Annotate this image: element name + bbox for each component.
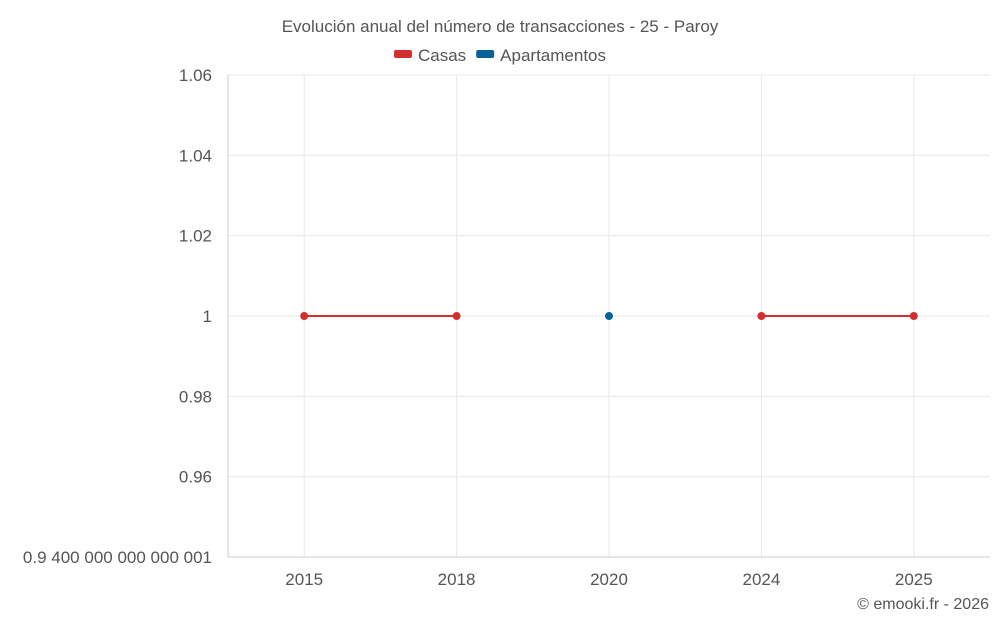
- x-tick-label: 2018: [438, 570, 476, 589]
- legend-swatch: [476, 50, 495, 58]
- x-tick-label: 2025: [895, 570, 933, 589]
- x-tick-label: 2020: [590, 570, 628, 589]
- y-tick-label: 0.9 400 000 000 000 001: [23, 548, 212, 567]
- data-point[interactable]: [757, 312, 766, 320]
- y-tick-label: 0.96: [179, 468, 212, 487]
- legend: Casas Apartamentos: [393, 46, 606, 65]
- data-point[interactable]: [300, 312, 309, 320]
- legend-swatch: [393, 50, 412, 58]
- credit-text: © emooki.fr - 2026: [857, 596, 989, 613]
- y-tick-label: 1.04: [179, 146, 212, 165]
- x-tick-label: 2015: [285, 570, 323, 589]
- legend-item[interactable]: Casas: [393, 46, 466, 65]
- series-1: [605, 312, 613, 320]
- series: [300, 312, 918, 320]
- y-tick-label: 1.06: [179, 66, 212, 85]
- legend-label: Casas: [418, 46, 466, 65]
- legend-item[interactable]: Apartamentos: [476, 46, 606, 65]
- y-tick-label: 1.02: [179, 227, 212, 246]
- data-point[interactable]: [909, 312, 918, 320]
- data-point[interactable]: [452, 312, 461, 320]
- axes: 1.06 1.04 1.02 1 0.98 0.96 0.9 400 000 000 000…: [23, 66, 990, 589]
- series-0: [300, 312, 918, 320]
- legend-label: Apartamentos: [500, 46, 606, 65]
- y-tick-label: 1: [203, 307, 212, 326]
- x-tick-label: 2024: [742, 570, 780, 589]
- data-point[interactable]: [605, 312, 613, 320]
- chart-title: Evolución anual del número de transaccio…: [282, 17, 719, 36]
- y-tick-label: 0.98: [179, 387, 212, 406]
